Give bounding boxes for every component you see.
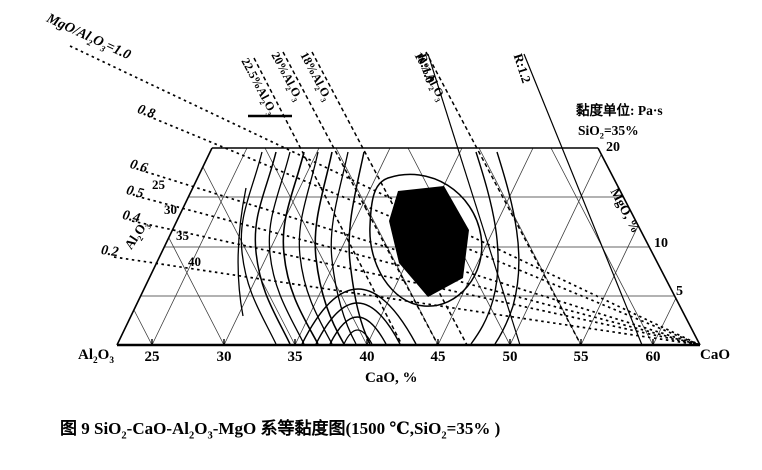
right-axis-tick-10: 10: [654, 236, 668, 251]
bottom-axis-title: CaO, %: [365, 370, 418, 386]
corner-label-cao: CaO: [700, 347, 730, 363]
iso-viscosity-contours: [237, 151, 520, 345]
right-axis-tick-20: 20: [606, 140, 620, 155]
bottom-axis-tick-45: 45: [430, 349, 446, 365]
bottom-axis-tick-60: 60: [645, 349, 661, 365]
ratio-line-label-0.2: 0.2: [100, 243, 120, 261]
left-axis-tick-30: 30: [164, 202, 177, 217]
ternary-diagram-canvas: [69, 45, 701, 347]
low-viscosity-filled-region: [389, 186, 469, 297]
bottom-axis-tick-40: 40: [359, 349, 375, 365]
bottom-axis-tick-50: 50: [502, 349, 518, 365]
bottom-axis-tick-30: 30: [216, 349, 232, 365]
legend-sio2-condition: SiO2=35%: [578, 123, 639, 141]
bottom-axis-tick-marks: [151, 339, 654, 345]
legend-viscosity-unit: 黏度单位: Pa·s: [576, 103, 663, 118]
bottom-axis-tick-25: 25: [144, 349, 160, 365]
left-axis-tick-35: 35: [176, 228, 189, 243]
mgo-al2o3-ratio-dashed-lines: [69, 45, 701, 346]
right-axis-tick-5: 5: [676, 284, 683, 299]
left-axis-tick-40: 40: [188, 254, 201, 269]
bottom-axis-tick-55: 55: [573, 349, 589, 365]
al2o3-percent-dashed-lines: [253, 51, 582, 346]
r-lines: [427, 53, 643, 346]
figure-caption: 图 9 SiO2-CaO-Al2O3-MgO 系等黏度图(1500 ℃,SiO2…: [60, 419, 501, 442]
bottom-axis-tick-35: 35: [287, 349, 303, 365]
left-axis-tick-25: 25: [152, 177, 165, 192]
diagram-frame: [116, 147, 701, 347]
corner-label-al2o3: Al2O3: [78, 347, 114, 366]
